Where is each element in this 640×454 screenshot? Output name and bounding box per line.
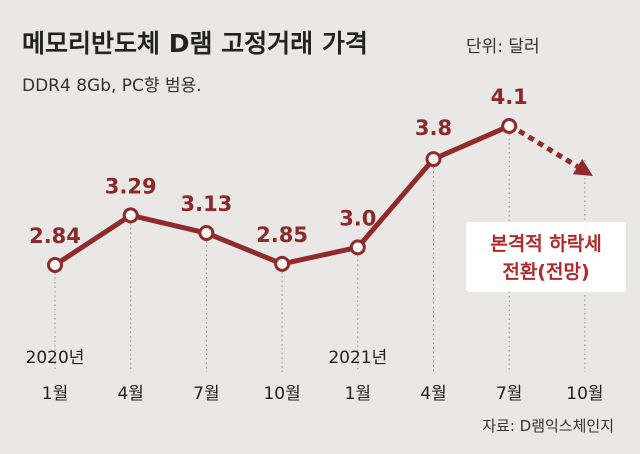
annotation-line-2: 전환(전망) bbox=[502, 261, 589, 283]
data-point bbox=[198, 225, 215, 242]
chart-subtitle: DDR4 8Gb, PC향 범용. bbox=[22, 76, 202, 96]
unit-label: 단위: 달러 bbox=[466, 37, 540, 57]
value-label: 3.8 bbox=[415, 116, 452, 140]
data-point bbox=[122, 207, 139, 224]
x-tick-label: 4월 bbox=[420, 384, 446, 404]
source-note: 자료: D램익스체인지 bbox=[482, 417, 614, 435]
data-point bbox=[274, 255, 291, 272]
annotation-box bbox=[466, 222, 626, 292]
forecast-arrow bbox=[517, 128, 593, 176]
value-label: 2.84 bbox=[29, 224, 81, 248]
year-label: 2021년 bbox=[328, 348, 387, 368]
value-label: 3.29 bbox=[105, 174, 157, 198]
value-label: 3.13 bbox=[180, 192, 232, 216]
data-point bbox=[501, 118, 518, 134]
year-label: 2020년 bbox=[26, 348, 85, 368]
data-markers bbox=[47, 118, 518, 273]
data-point bbox=[349, 239, 366, 256]
x-tick-label: 1월 bbox=[345, 384, 371, 404]
data-point bbox=[47, 257, 63, 273]
value-labels: 2.84 3.29 3.13 2.85 3.0 3.8 4.1 bbox=[29, 85, 528, 248]
x-tick-label: 7월 bbox=[496, 384, 522, 404]
forecast-arrowhead bbox=[572, 158, 593, 176]
value-label: 3.0 bbox=[339, 206, 376, 230]
forecast-annotation: 본격적 하락세 전환(전망) bbox=[466, 222, 626, 292]
value-label: 2.85 bbox=[256, 223, 308, 247]
x-tick-label: 1월 bbox=[42, 384, 68, 404]
data-point bbox=[425, 151, 442, 168]
annotation-line-1: 본격적 하락세 bbox=[490, 233, 602, 255]
x-tick-label: 4월 bbox=[117, 384, 143, 404]
grid-lines bbox=[54, 134, 586, 372]
chart-title: 메모리반도체 D램 고정거래 가격 bbox=[22, 29, 368, 58]
forecast-dashed-line bbox=[517, 128, 579, 169]
x-axis-ticks: 1월 4월 7월 10월 1월 4월 7월 10월 2020년 2021년 bbox=[26, 348, 604, 404]
x-tick-label: 7월 bbox=[193, 384, 219, 404]
x-tick-label: 10월 bbox=[566, 384, 603, 404]
x-tick-label: 10월 bbox=[263, 384, 300, 404]
value-label: 4.1 bbox=[491, 85, 528, 109]
